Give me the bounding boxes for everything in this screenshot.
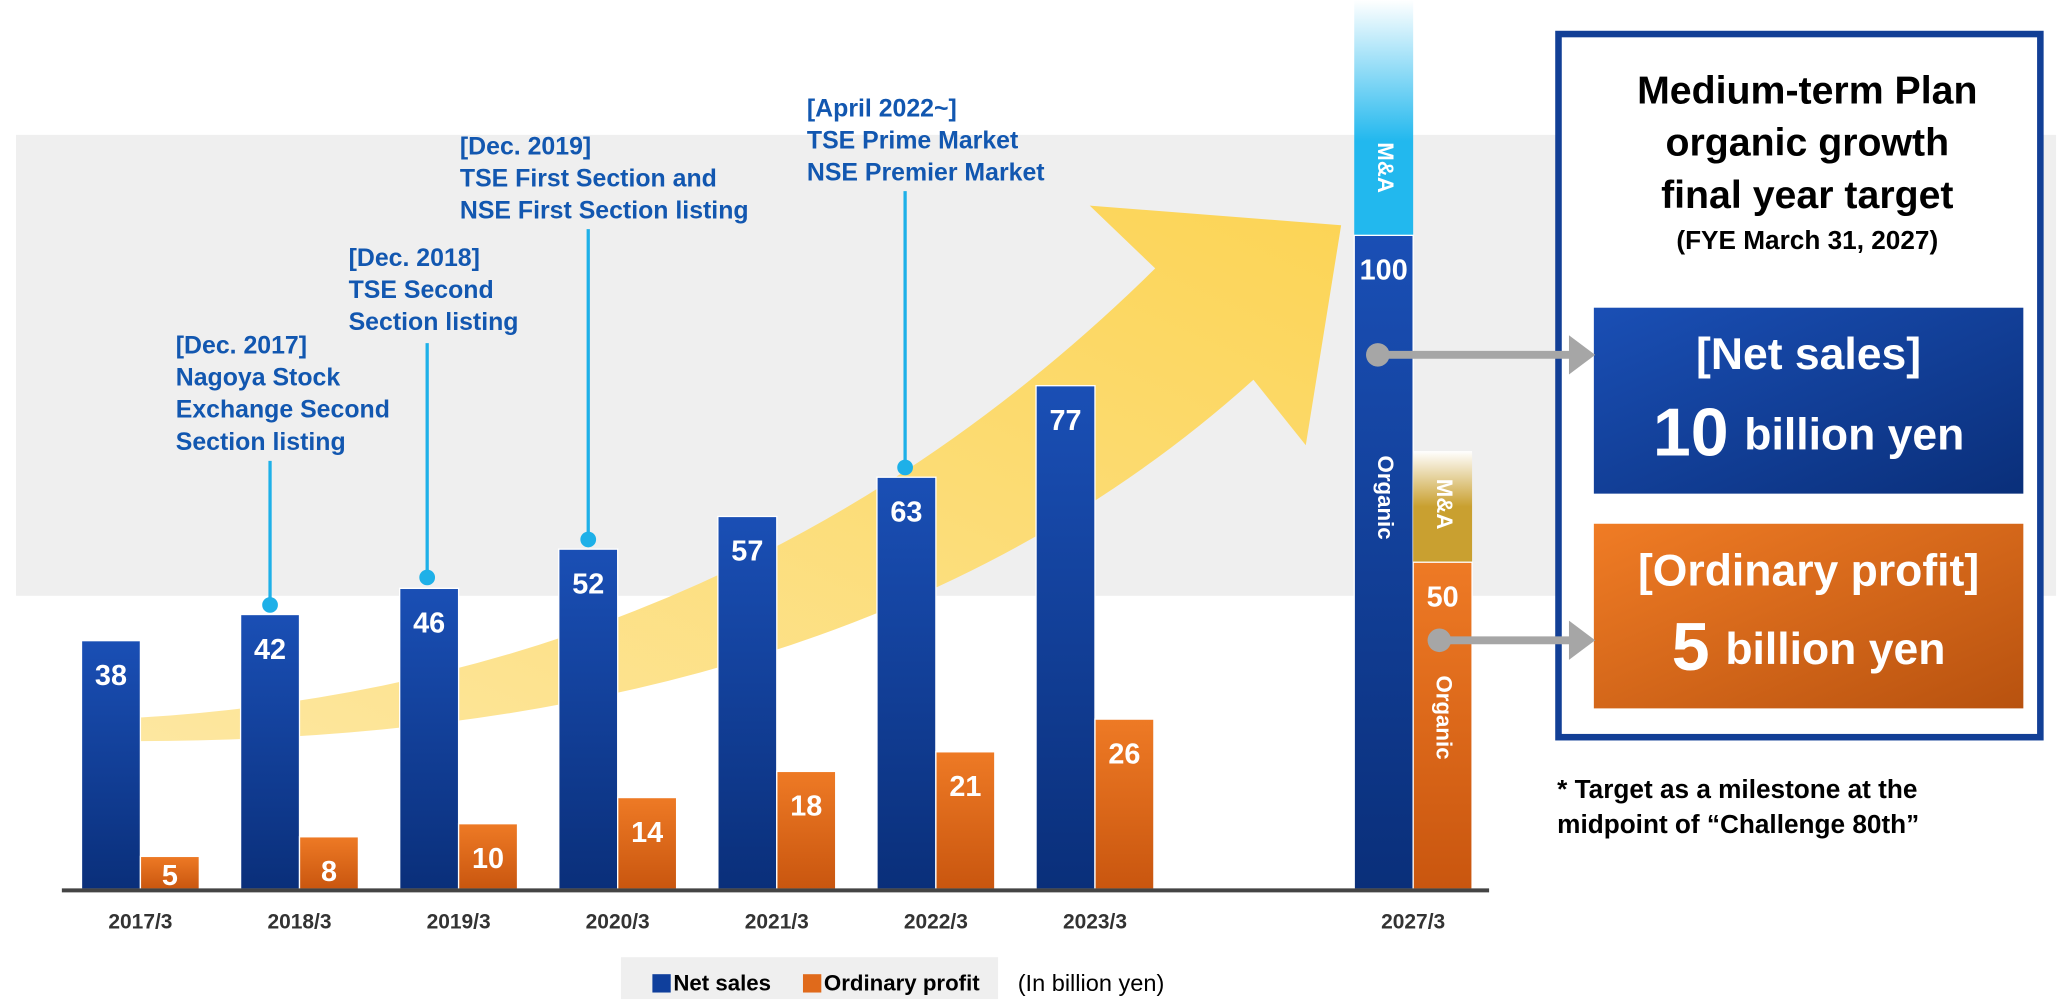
value-label: 8 — [321, 856, 337, 888]
x-tick-label: 2019/3 — [427, 911, 491, 934]
bar — [1354, 235, 1413, 889]
x-tick-label: 2023/3 — [1063, 911, 1127, 934]
legend-swatch — [803, 974, 821, 992]
legend-label: Ordinary profit — [824, 971, 980, 996]
segment-label: M&A — [1432, 479, 1457, 530]
milestone-text: TSE Second — [349, 276, 494, 304]
x-tick-label: 2017/3 — [108, 911, 172, 934]
legend-label: Net sales — [673, 971, 771, 996]
value-label: 46 — [413, 608, 445, 640]
profit-label: [Ordinary profit] — [1638, 546, 1979, 595]
value-label: 100 — [1360, 255, 1408, 287]
value-label: 50 — [1427, 581, 1459, 613]
value-label: 21 — [949, 771, 981, 803]
panel-subtitle: (FYE March 31, 2027) — [1676, 225, 1938, 255]
net-sales-number: 10 — [1653, 394, 1729, 470]
value-label: 18 — [790, 791, 822, 823]
value-label: 52 — [572, 568, 604, 600]
bar — [1036, 386, 1095, 889]
milestone-dot — [580, 532, 596, 548]
footnote: * Target as a milestone at the — [1557, 774, 1917, 804]
value-label: 5 — [162, 860, 178, 892]
milestone-dot — [419, 570, 435, 586]
milestone-dot — [262, 597, 278, 613]
milestone-text: TSE First Section and — [460, 165, 717, 193]
milestone-text: Nagoya Stock — [176, 364, 341, 392]
milestone-text: Section listing — [349, 308, 519, 336]
value-label: 10 — [472, 843, 504, 875]
segment-label: M&A — [1373, 142, 1398, 193]
panel-title: final year target — [1661, 173, 1953, 217]
milestone-text: [Dec. 2017] — [176, 332, 307, 360]
milestone-text: NSE First Section listing — [460, 197, 749, 225]
milestone-text: [Dec. 2019] — [460, 133, 591, 161]
value-label: 26 — [1108, 738, 1140, 770]
bar — [718, 516, 777, 889]
x-tick-label: 2021/3 — [745, 911, 809, 934]
panel-title: organic growth — [1665, 121, 1949, 165]
x-tick-label: 2027/3 — [1381, 911, 1445, 934]
segment-label: Organic — [1432, 676, 1457, 760]
milestone-text: [April 2022~] — [807, 95, 957, 123]
value-label: 77 — [1049, 405, 1081, 437]
milestone-dot — [897, 460, 913, 476]
x-tick-label: 2020/3 — [586, 911, 650, 934]
panel-title: Medium-term Plan — [1637, 68, 1977, 112]
value-label: 63 — [890, 497, 922, 529]
milestone-text: Section listing — [176, 428, 346, 456]
unit-note: (In billion yen) — [1018, 970, 1165, 996]
x-tick-label: 2018/3 — [267, 911, 331, 934]
milestone-text: NSE Premier Market — [807, 159, 1045, 187]
net-sales-unit: billion yen — [1744, 410, 1964, 459]
chart: 2017/3 2018/3 2019/3 2020/3 2021/3 2022/3 2023… — [0, 0, 2059, 1003]
profit-number: 5 — [1672, 609, 1710, 685]
value-label: 42 — [254, 634, 286, 666]
value-label: 14 — [631, 817, 663, 849]
value-label: 57 — [731, 536, 763, 568]
milestone-text: [Dec. 2018] — [349, 244, 480, 272]
milestone-text: TSE Prime Market — [807, 127, 1018, 155]
legend-swatch — [652, 974, 670, 992]
ma-segment — [1354, 0, 1413, 235]
bar — [877, 477, 936, 889]
milestone-text: Exchange Second — [176, 396, 390, 424]
footnote: midpoint of “Challenge 80th” — [1557, 809, 1919, 839]
value-label: 38 — [95, 660, 127, 692]
segment-label: Organic — [1373, 456, 1398, 540]
profit-unit: billion yen — [1725, 625, 1945, 674]
net-sales-label: [Net sales] — [1696, 330, 1921, 379]
bar — [777, 771, 836, 889]
x-tick-label: 2022/3 — [904, 911, 968, 934]
page: {"chart_data": { "type": "bar", "categor… — [0, 0, 2059, 1003]
